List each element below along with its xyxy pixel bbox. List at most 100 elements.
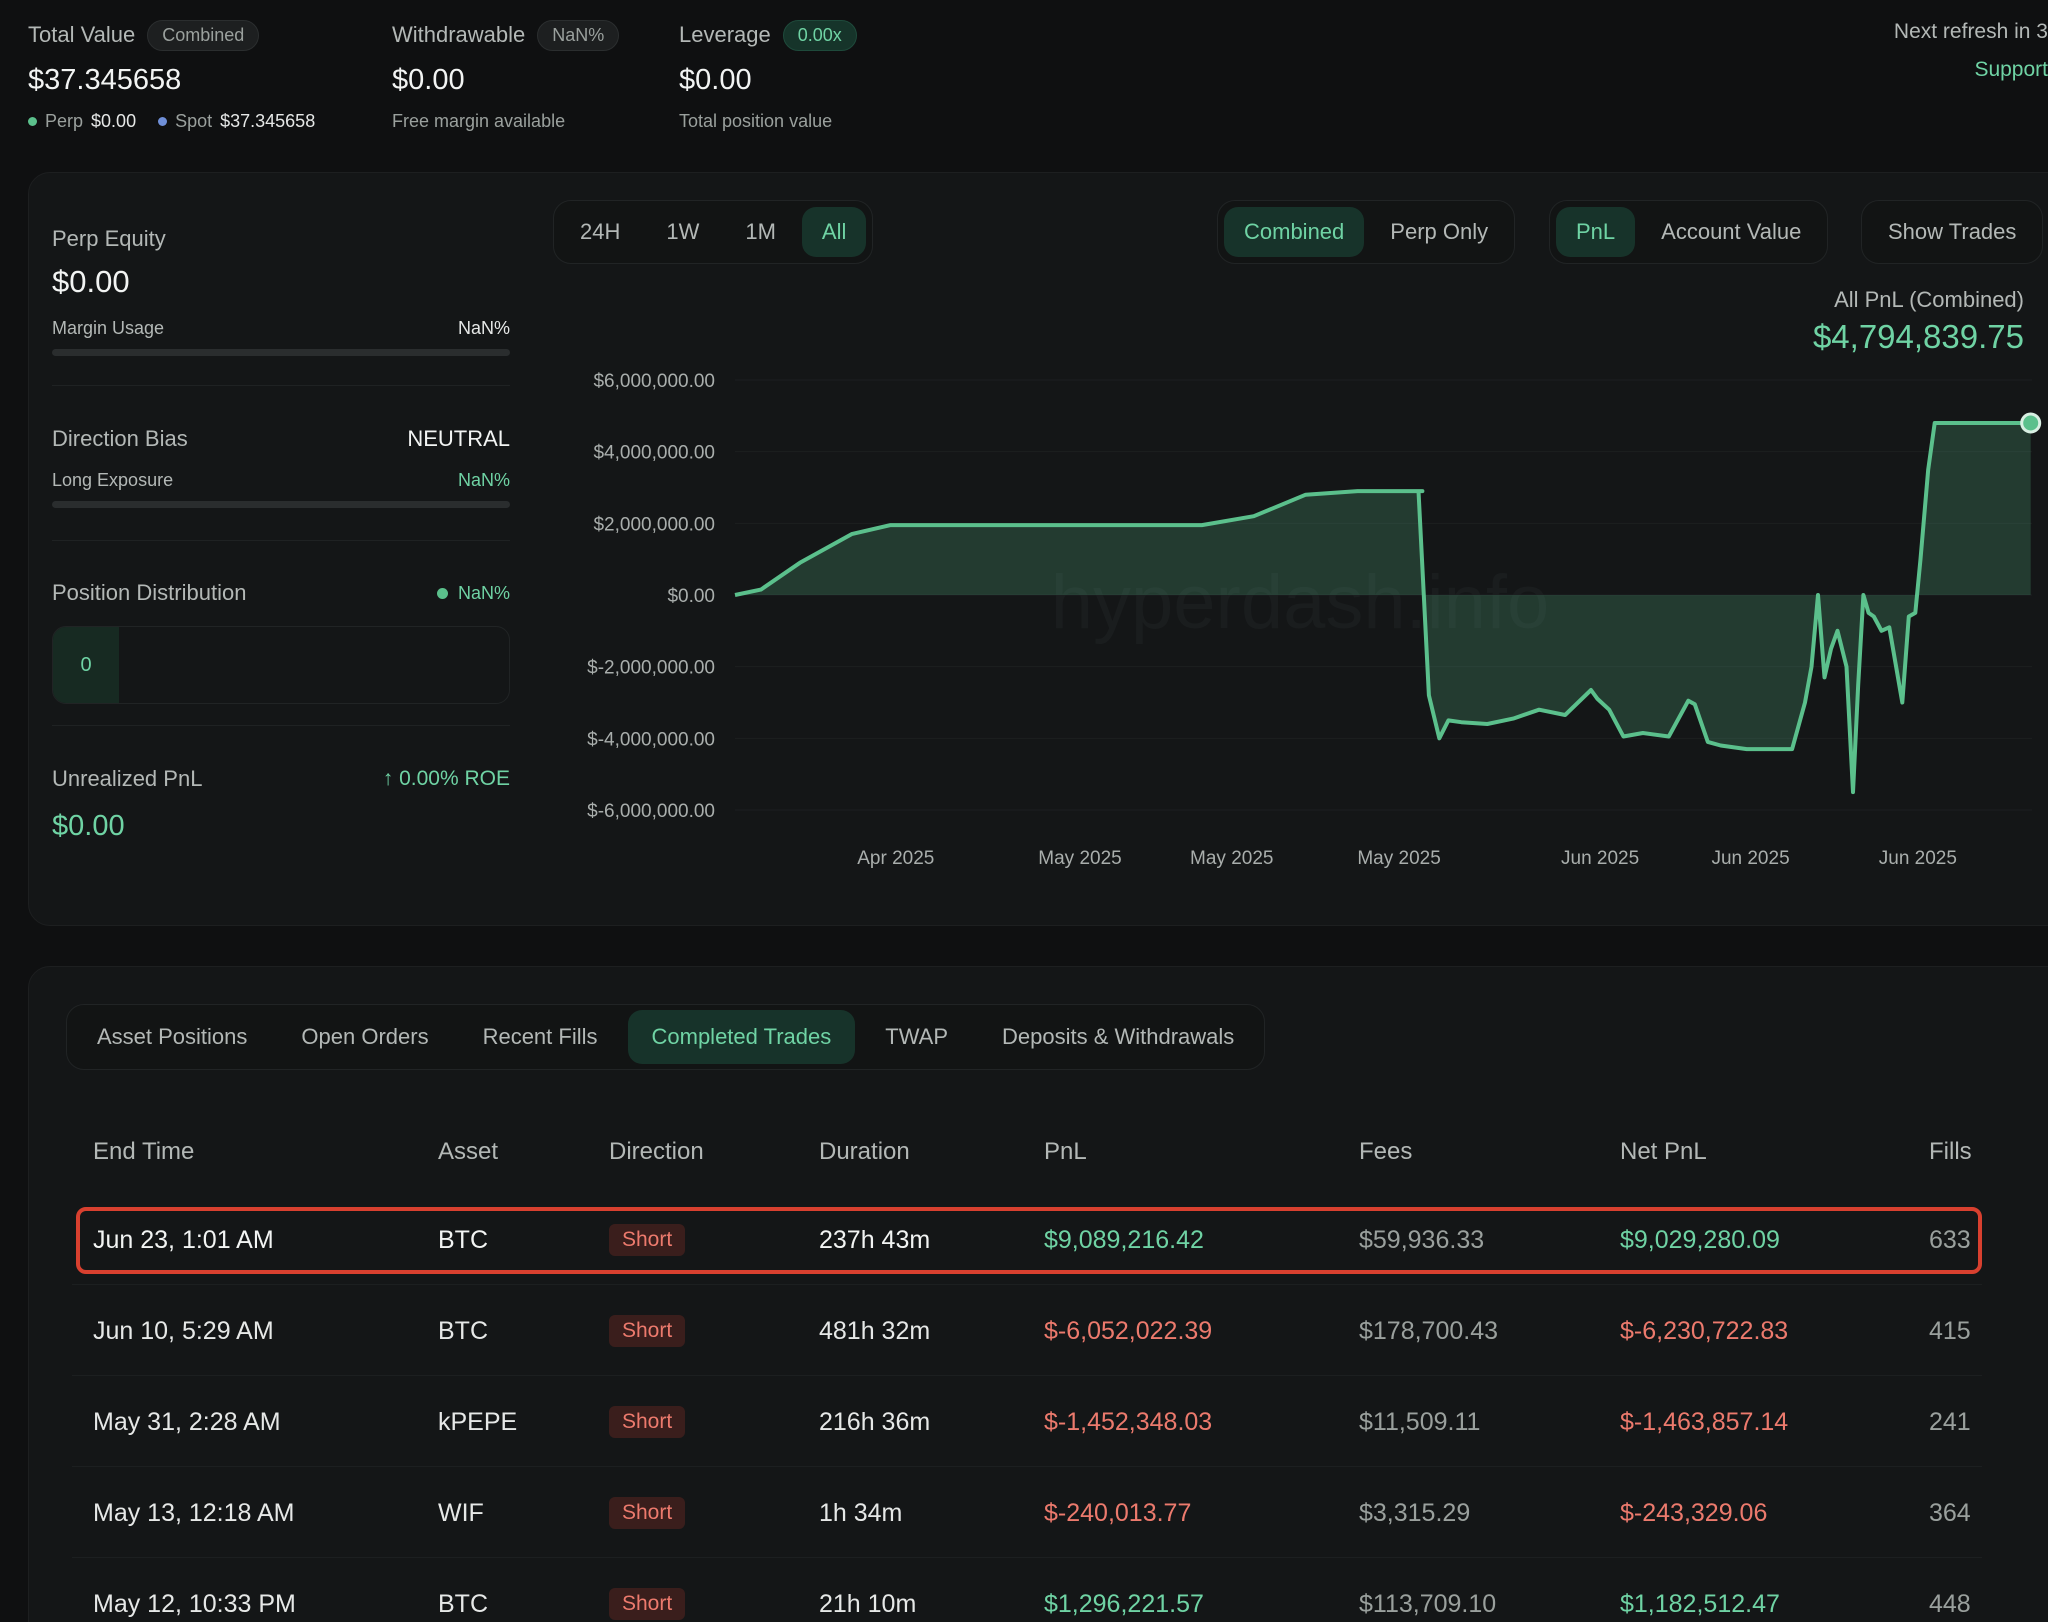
cell-pnl: $-6,052,022.39 <box>1044 1316 1213 1345</box>
metric-toggle: PnL Account Value <box>1549 200 1829 264</box>
pnl-line <box>734 421 2031 795</box>
header-net-pnl[interactable]: Net PnL <box>1620 1138 1707 1165</box>
perp-equity-label: Perp Equity <box>52 226 166 251</box>
perp-equity-value: $0.00 <box>52 264 130 299</box>
table-row[interactable]: Jun 10, 5:29 AM BTC Short 481h 32m $-6,052,0… <box>72 1286 1982 1376</box>
refresh-info: Next refresh in 3 Support <box>1894 20 2048 82</box>
cell-duration: 481h 32m <box>819 1316 931 1345</box>
range-1m[interactable]: 1M <box>745 219 776 244</box>
header-pnl[interactable]: PnL <box>1044 1138 1087 1165</box>
mode-toggle: Combined Perp Only <box>1217 200 1516 264</box>
tab-deposits-withdrawals[interactable]: Deposits & Withdrawals <box>1002 1024 1235 1049</box>
x-tick-label: May 2025 <box>1357 848 1440 869</box>
leverage-pill: 0.00x <box>782 19 857 51</box>
long-exposure-bar <box>52 501 510 508</box>
header-fills[interactable]: Fills <box>1929 1138 1972 1165</box>
direction-bias-value: NEUTRAL <box>407 426 510 451</box>
range-24h[interactable]: 24H <box>580 219 621 244</box>
support-link[interactable]: Support <box>1974 58 2048 81</box>
table-row[interactable]: May 31, 2:28 AM kPEPE Short 216h 36m $-1,452… <box>72 1377 1982 1467</box>
cell-end-time: May 12, 10:33 PM <box>93 1589 296 1618</box>
header-asset[interactable]: Asset <box>438 1138 499 1165</box>
mode-combined[interactable]: Combined <box>1224 207 1365 257</box>
cell-duration: 237h 43m <box>819 1225 931 1254</box>
total-value-label: Total Value <box>28 22 136 47</box>
cell-fees: $178,700.43 <box>1359 1316 1499 1345</box>
spot-value: $37.345658 <box>220 111 316 131</box>
total-value-pill[interactable]: Combined <box>147 19 260 51</box>
cell-pnl: $9,089,216.42 <box>1044 1225 1204 1254</box>
cell-asset: WIF <box>438 1498 484 1527</box>
cell-direction: Short <box>609 1468 686 1558</box>
cell-asset: BTC <box>438 1316 488 1345</box>
position-distribution-label: Position Distribution <box>52 580 247 605</box>
tab-twap[interactable]: TWAP <box>885 1024 948 1049</box>
metric-account-value[interactable]: Account Value <box>1661 219 1802 244</box>
cell-duration: 1h 34m <box>819 1498 903 1527</box>
withdrawable-sub: Free margin available <box>392 111 566 131</box>
table-row[interactable]: Jun 23, 1:01 AM BTC Short 237h 43m $9,089,21… <box>72 1195 1982 1285</box>
y-tick-label: $-4,000,000.00 <box>587 729 715 750</box>
tab-open-orders[interactable]: Open Orders <box>301 1024 429 1049</box>
x-tick-label: May 2025 <box>1190 848 1273 869</box>
cell-end-time: May 31, 2:28 AM <box>93 1407 281 1436</box>
metric-pnl[interactable]: PnL <box>1556 207 1636 257</box>
cell-fees: $113,709.10 <box>1359 1589 1497 1618</box>
perp-label: Perp <box>45 111 84 131</box>
tab-asset-positions[interactable]: Asset Positions <box>97 1024 248 1049</box>
range-1w[interactable]: 1W <box>666 219 700 244</box>
x-tick-label: May 2025 <box>1038 848 1121 869</box>
header-fees[interactable]: Fees <box>1359 1138 1413 1165</box>
cell-net-pnl: $-243,329.06 <box>1620 1498 1768 1527</box>
header-end-time[interactable]: End Time <box>93 1138 195 1165</box>
withdrawable-label: Withdrawable <box>392 22 526 47</box>
direction-bias-block: Direction Bias NEUTRAL Long Exposure NaN… <box>52 426 510 508</box>
pnl-chart[interactable]: hyperdash.info $6,000,000.00 $4,000,000.0… <box>560 360 2048 880</box>
cell-direction: Short <box>609 1377 686 1467</box>
tab-completed-trades[interactable]: Completed Trades <box>627 1010 856 1064</box>
cell-fees: $11,509.11 <box>1359 1407 1481 1436</box>
x-axis: Apr 2025 May 2025 May 2025 May 2025 Jun 2025… <box>857 848 1957 869</box>
y-tick-label: $2,000,000.00 <box>593 514 715 535</box>
perp-dot-icon <box>28 117 37 126</box>
cell-fills: 364 <box>1929 1498 1971 1527</box>
long-exposure-label: Long Exposure <box>52 470 174 490</box>
show-trades-button[interactable]: Show Trades <box>1888 219 2017 244</box>
table-row[interactable]: May 13, 12:18 AM WIF Short 1h 34m $-240,013.… <box>72 1468 1982 1558</box>
withdrawable-amount: $0.00 <box>392 64 465 96</box>
roe-value: ↑ 0.00% ROE <box>382 767 510 790</box>
x-tick-label: Apr 2025 <box>857 848 934 869</box>
x-tick-label: Jun 2025 <box>1711 848 1789 869</box>
cell-asset: BTC <box>438 1589 488 1618</box>
table-row[interactable]: May 12, 10:33 PM BTC Short 21h 10m $1,296,22… <box>72 1559 1982 1622</box>
show-trades-toggle: Show Trades <box>1861 200 2044 264</box>
mode-perp-only[interactable]: Perp Only <box>1390 219 1489 244</box>
range-all[interactable]: All <box>801 207 867 257</box>
cell-end-time: Jun 10, 5:29 AM <box>93 1316 274 1345</box>
leverage-stat: Leverage 0.00x $0.00 Total position valu… <box>679 18 857 132</box>
direction-badge: Short <box>609 1588 686 1620</box>
pnl-total-value: $4,794,839.75 <box>1812 318 2024 355</box>
margin-usage-bar <box>52 349 510 356</box>
latest-point[interactable] <box>2020 412 2042 434</box>
plot-area <box>734 412 2042 795</box>
tab-recent-fills[interactable]: Recent Fills <box>482 1024 598 1049</box>
header-duration[interactable]: Duration <box>819 1138 910 1165</box>
x-tick-label: Jun 2025 <box>1561 848 1639 869</box>
cell-fees: $3,315.29 <box>1359 1498 1471 1527</box>
highlight-box <box>76 1207 1982 1274</box>
pnl-title: All PnL (Combined) <box>1834 287 2024 312</box>
cell-net-pnl: $1,182,512.47 <box>1620 1589 1780 1618</box>
y-tick-label: $6,000,000.00 <box>593 371 715 392</box>
header-direction[interactable]: Direction <box>609 1138 704 1165</box>
cell-direction: Short <box>609 1286 686 1376</box>
portfolio-panel <box>28 172 2048 926</box>
unrealized-pnl-label: Unrealized PnL <box>52 766 203 791</box>
direction-badge: Short <box>609 1406 686 1438</box>
distribution-count: 0 <box>53 627 119 703</box>
y-tick-label: $-6,000,000.00 <box>587 801 715 822</box>
spot-dot-icon <box>158 117 168 126</box>
cell-fills: 633 <box>1929 1225 1971 1254</box>
cell-net-pnl: $9,029,280.09 <box>1620 1225 1780 1254</box>
spot-label: Spot <box>175 111 213 131</box>
